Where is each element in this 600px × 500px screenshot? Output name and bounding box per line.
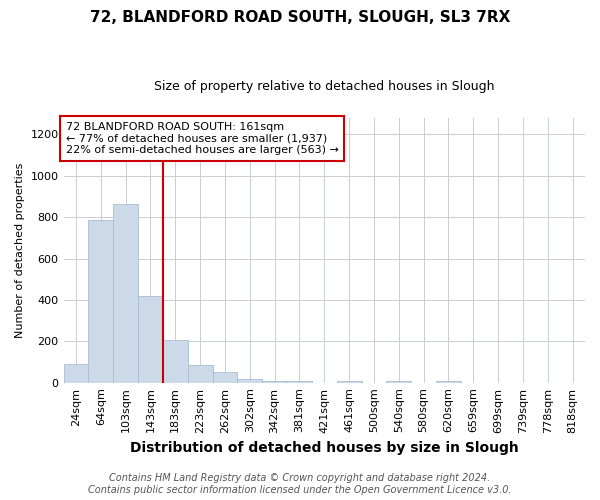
Bar	[436, 380, 461, 382]
Bar	[188, 365, 212, 382]
Text: Contains HM Land Registry data © Crown copyright and database right 2024.
Contai: Contains HM Land Registry data © Crown c…	[88, 474, 512, 495]
Bar	[212, 372, 238, 382]
Bar	[113, 204, 138, 382]
Text: 72, BLANDFORD ROAD SOUTH, SLOUGH, SL3 7RX: 72, BLANDFORD ROAD SOUTH, SLOUGH, SL3 7R…	[90, 10, 510, 25]
Bar	[238, 378, 262, 382]
Title: Size of property relative to detached houses in Slough: Size of property relative to detached ho…	[154, 80, 494, 93]
Text: 72 BLANDFORD ROAD SOUTH: 161sqm
← 77% of detached houses are smaller (1,937)
22%: 72 BLANDFORD ROAD SOUTH: 161sqm ← 77% of…	[66, 122, 339, 155]
Y-axis label: Number of detached properties: Number of detached properties	[15, 162, 25, 338]
Bar	[64, 364, 88, 382]
Bar	[138, 296, 163, 382]
Bar	[163, 340, 188, 382]
Bar	[88, 220, 113, 382]
Bar	[386, 380, 411, 382]
Bar	[287, 380, 312, 382]
Bar	[262, 380, 287, 382]
X-axis label: Distribution of detached houses by size in Slough: Distribution of detached houses by size …	[130, 441, 518, 455]
Bar	[337, 380, 362, 382]
